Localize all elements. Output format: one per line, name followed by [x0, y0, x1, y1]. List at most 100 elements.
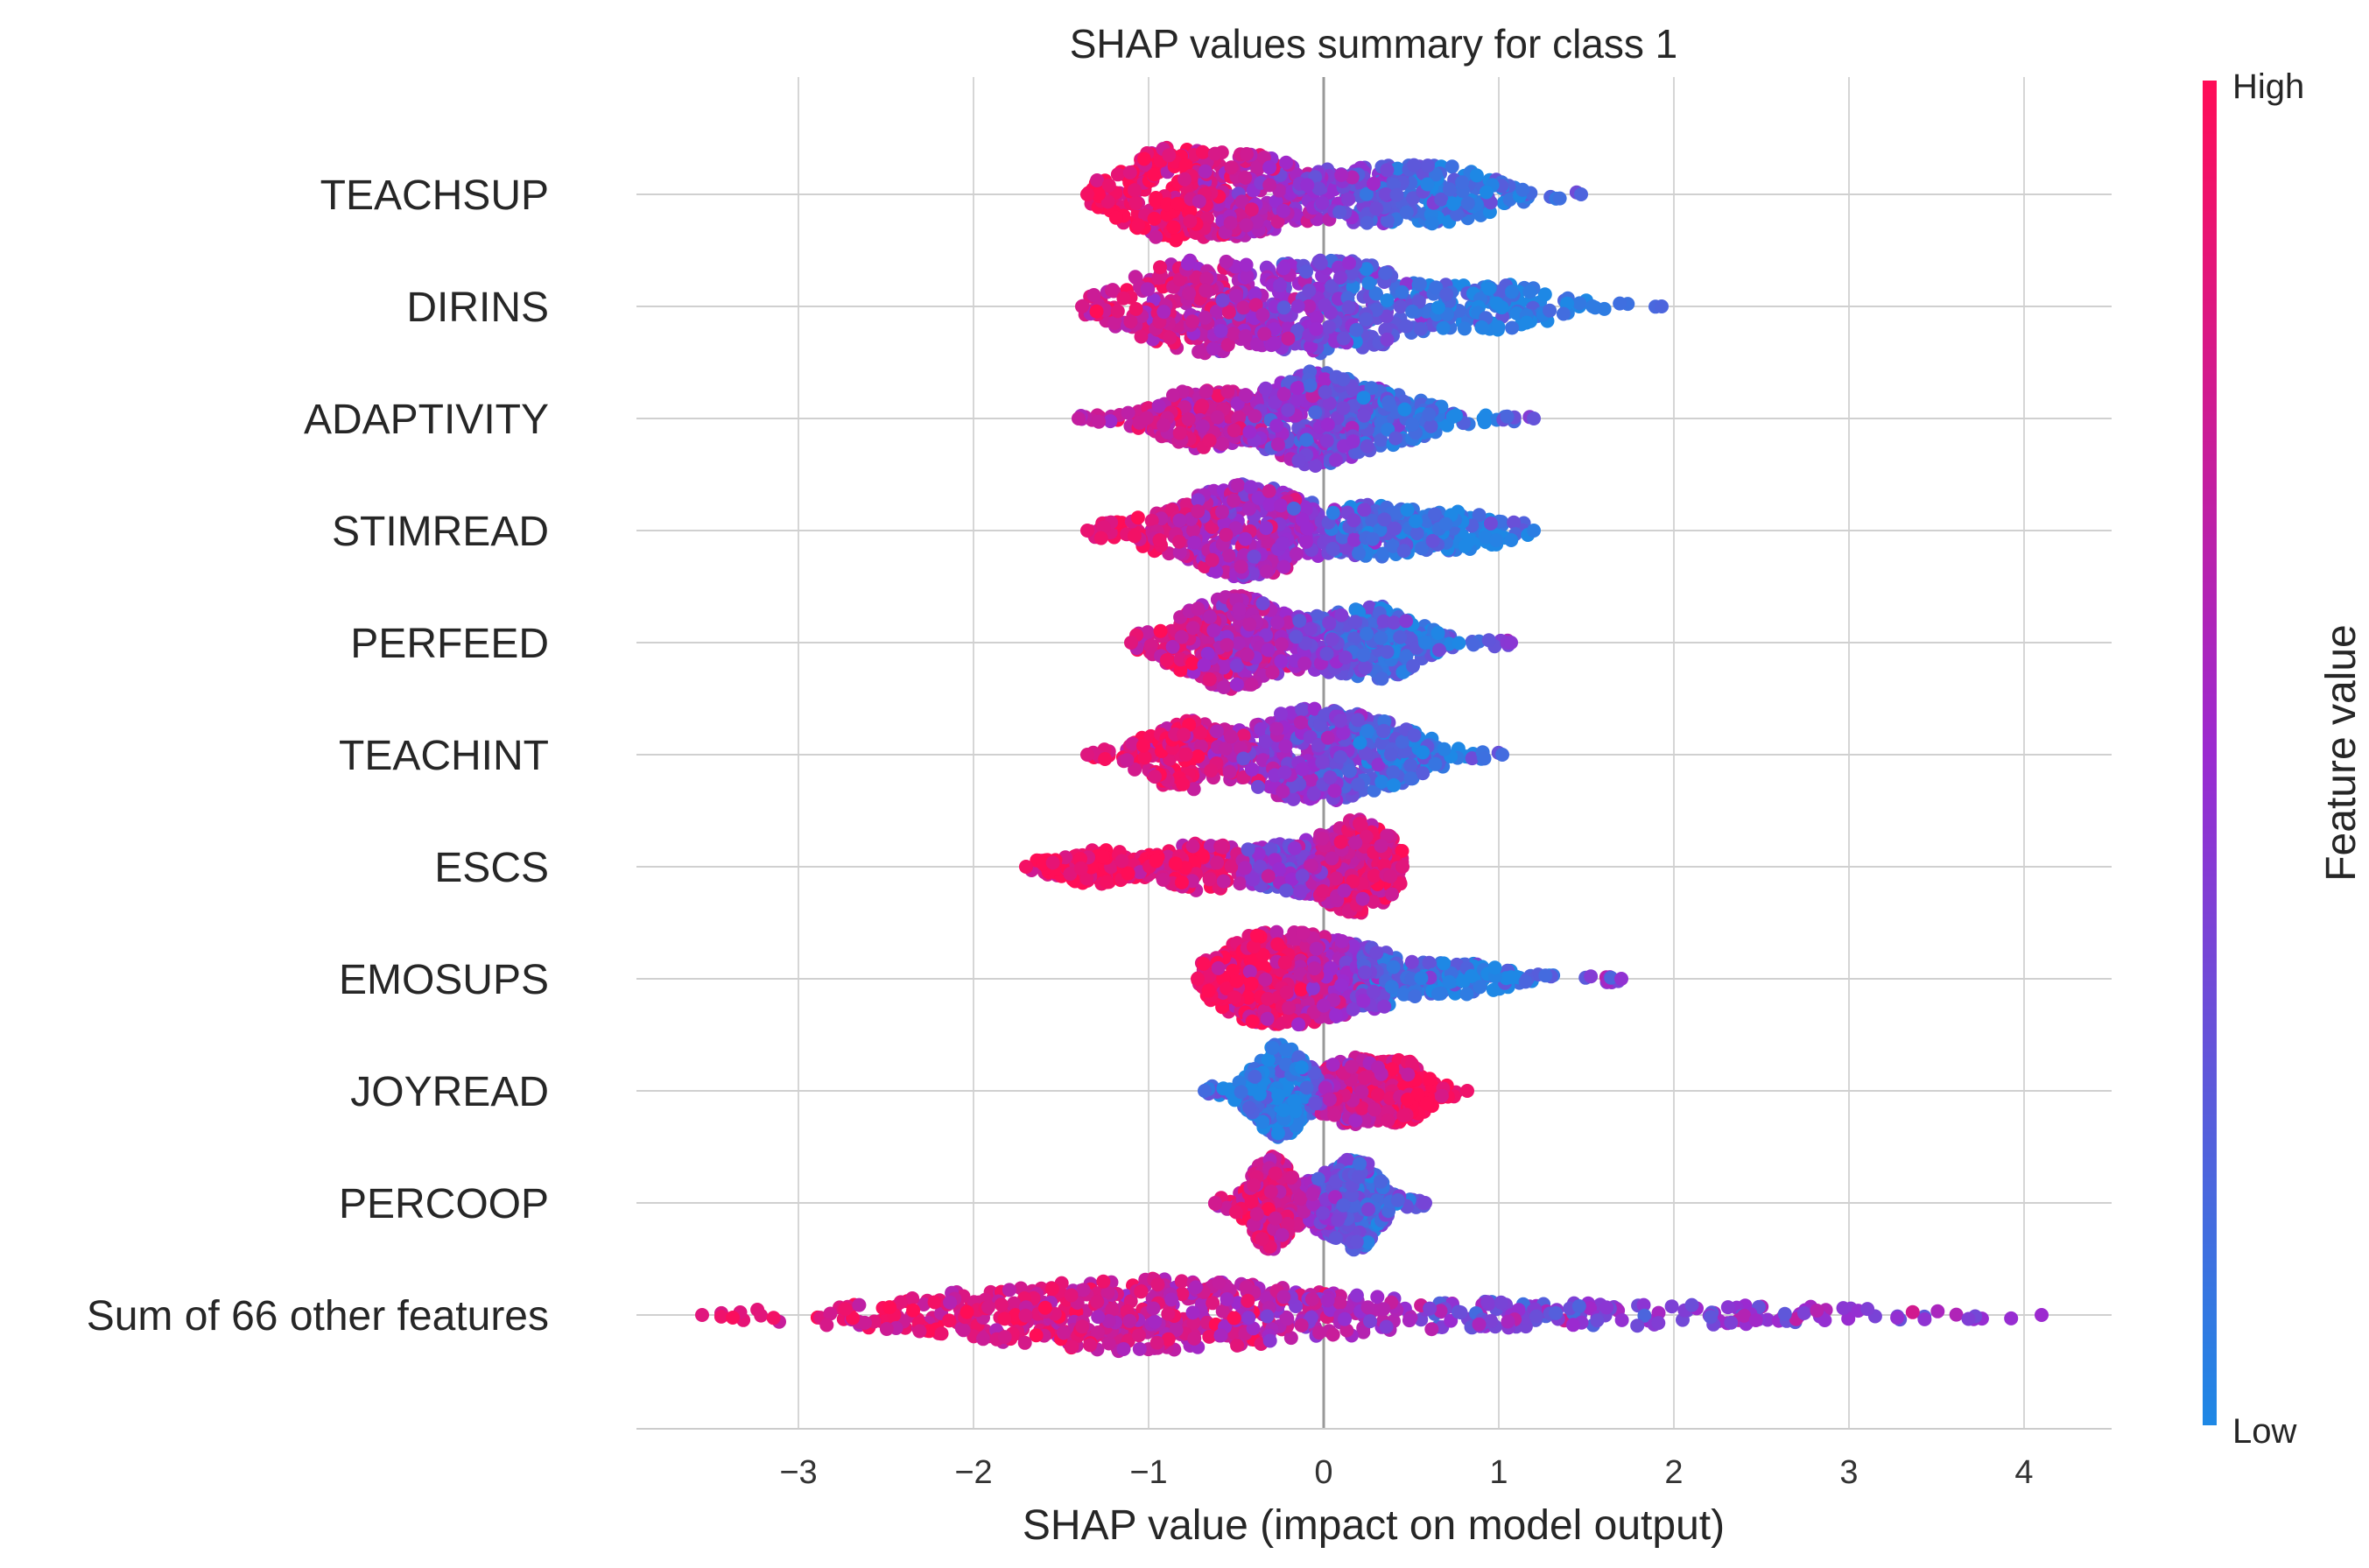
shap-point — [1481, 281, 1496, 296]
shap-point — [1279, 883, 1294, 898]
shap-point — [1207, 146, 1222, 161]
shap-point — [1316, 884, 1331, 898]
shap-point — [1170, 196, 1185, 211]
shap-point — [1311, 181, 1326, 196]
shap-point — [1160, 197, 1175, 212]
shap-point — [1449, 408, 1463, 423]
shap-point — [1295, 512, 1310, 527]
shap-point — [1308, 405, 1323, 419]
shap-point — [1210, 410, 1225, 425]
shap-point — [1403, 771, 1418, 786]
shap-point — [1240, 147, 1254, 161]
shap-point — [1168, 856, 1183, 871]
shap-point — [1072, 411, 1086, 425]
shap-point — [1121, 405, 1135, 420]
shap-point — [1505, 320, 1520, 335]
shap-point — [1247, 549, 1262, 564]
shap-point — [1080, 187, 1094, 201]
shap-point — [1172, 513, 1187, 528]
shap-point — [1278, 739, 1293, 754]
shap-point — [1298, 534, 1313, 549]
shap-point — [1348, 615, 1363, 629]
shap-point — [1374, 775, 1389, 789]
shap-point — [1424, 216, 1439, 231]
shap-point — [1243, 480, 1258, 495]
shap-point — [1416, 766, 1431, 781]
shap-point — [1380, 214, 1395, 228]
shap-point — [1399, 614, 1414, 629]
shap-point — [1613, 296, 1627, 311]
shap-point — [1325, 541, 1340, 556]
shap-point — [1409, 526, 1424, 541]
shap-point — [1166, 388, 1180, 403]
shap-point — [1395, 285, 1409, 299]
shap-point — [1445, 159, 1459, 174]
shap-point — [1213, 324, 1228, 338]
shap-point — [1261, 868, 1276, 883]
shap-point — [1075, 299, 1089, 313]
shap-point — [1110, 167, 1125, 182]
shap-point — [1342, 763, 1357, 778]
shap-point — [1336, 372, 1351, 387]
shap-point — [1359, 262, 1374, 277]
shap-point — [1481, 633, 1496, 648]
shap-point — [1287, 840, 1302, 855]
shap-point — [1223, 215, 1238, 230]
shap-point — [1450, 207, 1465, 221]
beeswarm-points — [695, 140, 2049, 1359]
shap-point — [1407, 158, 1422, 172]
shap-point — [1395, 735, 1409, 749]
shap-point — [1276, 300, 1291, 315]
shap-point — [1276, 536, 1290, 551]
shap-point — [1293, 715, 1308, 730]
shap-point — [1494, 300, 1509, 315]
shap-point — [1195, 419, 1210, 433]
shap-point — [1227, 423, 1241, 438]
shap-point — [1238, 388, 1253, 403]
shap-point — [1385, 887, 1399, 902]
shap-point — [1489, 533, 1504, 548]
shap-point — [1231, 478, 1246, 493]
shap-point — [1297, 656, 1312, 671]
shap-point — [1255, 307, 1270, 322]
shap-point — [1383, 747, 1398, 762]
shap-point — [1585, 299, 1600, 313]
shap-point — [1293, 884, 1308, 899]
shap-point — [1107, 315, 1122, 330]
shap-point — [1377, 512, 1392, 527]
shap-point — [1274, 636, 1289, 651]
shap-point — [1416, 745, 1431, 760]
shap-point — [1380, 644, 1395, 659]
shap-point — [1420, 158, 1435, 173]
shap-point — [1265, 665, 1280, 680]
shap-point — [1274, 707, 1288, 721]
shap-point — [1156, 872, 1170, 887]
shap-point — [1359, 186, 1374, 201]
shap-point — [1240, 648, 1255, 662]
shap-point — [1248, 409, 1262, 424]
shap-point — [1389, 187, 1404, 202]
shap-point — [1246, 872, 1261, 887]
shap-point — [1491, 320, 1506, 334]
shap-point — [1302, 299, 1317, 313]
shap-point — [1495, 748, 1509, 762]
shap-point — [1110, 304, 1125, 319]
shap-point — [1429, 280, 1444, 295]
shap-point — [1239, 218, 1254, 233]
shap-point — [1655, 299, 1669, 313]
shap-point — [1286, 501, 1301, 516]
shap-point — [1383, 869, 1398, 883]
shap-point — [1238, 171, 1253, 186]
shap-point — [1098, 752, 1113, 766]
shap-point — [1400, 503, 1415, 517]
shap-point — [1209, 724, 1224, 739]
shap-point — [1185, 839, 1200, 854]
shap-point — [1359, 312, 1374, 327]
shap-point — [1204, 763, 1219, 778]
shap-point — [1374, 671, 1389, 686]
shap-point — [1276, 559, 1291, 574]
shap-point — [1466, 637, 1481, 652]
shap-point — [1281, 403, 1296, 418]
shap-point — [1378, 265, 1393, 280]
shap-point — [1238, 328, 1253, 343]
